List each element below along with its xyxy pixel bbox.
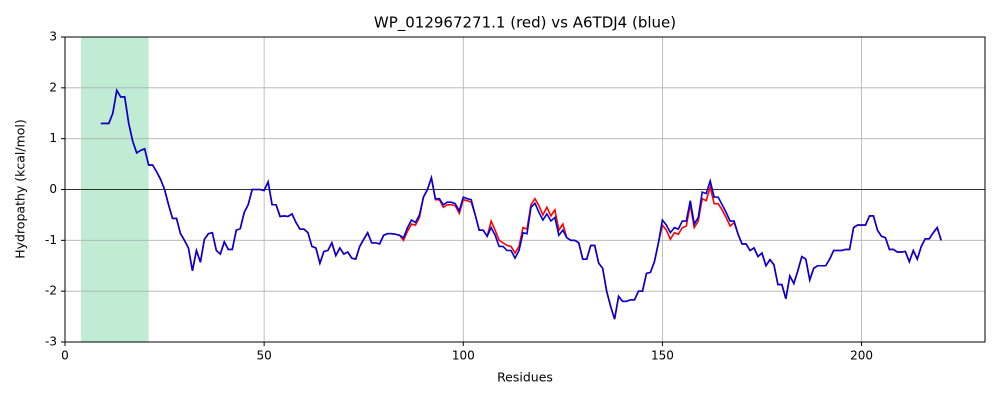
series-line	[100, 88, 942, 320]
x-tick-label: 100	[452, 349, 475, 363]
plot-frame	[64, 36, 986, 343]
y-tick-label: 1	[49, 131, 57, 145]
chart-title: WP_012967271.1 (red) vs A6TDJ4 (blue)	[374, 14, 676, 33]
x-tick-label: 50	[256, 349, 271, 363]
y-tick-label: 2	[49, 80, 57, 94]
y-tick-label: 3	[49, 30, 57, 44]
y-axis-label: Hydropathy (kcal/mol)	[13, 119, 28, 259]
series-line	[100, 88, 942, 320]
x-axis-label: Residues	[497, 370, 553, 385]
y-tick-label: -1	[45, 233, 57, 247]
x-tick-label: 200	[850, 349, 873, 363]
y-tick-label: 0	[49, 182, 57, 196]
x-tick-label: 150	[651, 349, 674, 363]
y-tick-label: -2	[45, 284, 57, 298]
x-tick-label: 0	[61, 349, 69, 363]
y-tick-label: -3	[45, 335, 57, 349]
